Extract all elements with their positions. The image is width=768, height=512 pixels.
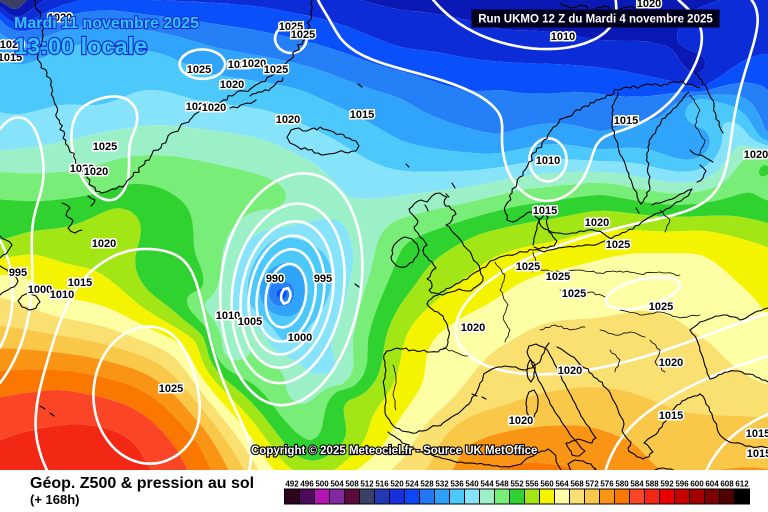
svg-text:1020: 1020: [461, 322, 485, 334]
svg-text:(+ 168h): (+ 168h): [30, 492, 80, 507]
svg-text:Géop. Z500 & pression au sol: Géop. Z500 & pression au sol: [30, 475, 254, 492]
svg-text:548: 548: [495, 480, 509, 489]
svg-text:1025: 1025: [93, 141, 117, 153]
svg-text:528: 528: [420, 480, 434, 489]
svg-text:1000: 1000: [28, 284, 52, 296]
svg-text:600: 600: [690, 480, 704, 489]
svg-text:508: 508: [345, 480, 359, 489]
svg-text:1000: 1000: [288, 332, 312, 344]
svg-text:1020: 1020: [242, 58, 266, 70]
svg-text:496: 496: [300, 480, 314, 489]
svg-text:604: 604: [705, 480, 719, 489]
svg-text:576: 576: [600, 480, 614, 489]
svg-text:524: 524: [405, 480, 419, 489]
svg-text:1010: 1010: [50, 289, 74, 301]
svg-text:540: 540: [465, 480, 479, 489]
svg-text:995: 995: [9, 267, 27, 279]
svg-text:512: 512: [360, 480, 374, 489]
svg-text:1020: 1020: [186, 101, 210, 113]
svg-text:1015: 1015: [659, 410, 683, 422]
svg-text:1015: 1015: [533, 205, 557, 217]
svg-text:990: 990: [266, 273, 284, 285]
svg-text:520: 520: [390, 480, 404, 489]
svg-text:584: 584: [630, 480, 644, 489]
svg-text:552: 552: [510, 480, 524, 489]
svg-text:1020: 1020: [202, 102, 226, 114]
svg-text:580: 580: [615, 480, 629, 489]
svg-text:560: 560: [540, 480, 554, 489]
svg-text:1015: 1015: [68, 277, 92, 289]
svg-text:1025: 1025: [291, 29, 315, 41]
svg-text:Mardi 11 novembre 2025: Mardi 11 novembre 2025: [14, 15, 199, 32]
svg-text:1010: 1010: [551, 31, 575, 43]
svg-text:1025: 1025: [606, 239, 630, 251]
svg-text:536: 536: [450, 480, 464, 489]
svg-text:1020: 1020: [276, 114, 300, 126]
svg-text:500: 500: [315, 480, 329, 489]
svg-text:Copyright © 2025 Meteociel.fr: Copyright © 2025 Meteociel.fr - Source U…: [251, 445, 537, 457]
svg-text:608: 608: [720, 480, 734, 489]
svg-text:1015: 1015: [0, 52, 22, 64]
svg-text:596: 596: [675, 480, 689, 489]
svg-text:1020: 1020: [637, 0, 661, 10]
svg-text:572: 572: [585, 480, 599, 489]
svg-text:556: 556: [525, 480, 539, 489]
svg-text:516: 516: [375, 480, 389, 489]
svg-text:1015: 1015: [350, 109, 374, 121]
svg-text:504: 504: [330, 480, 344, 489]
svg-text:1025: 1025: [546, 271, 570, 283]
svg-text:1025: 1025: [187, 64, 211, 76]
svg-text:1020: 1020: [228, 59, 252, 71]
svg-text:492: 492: [285, 480, 299, 489]
svg-text:564: 564: [555, 480, 569, 489]
svg-text:592: 592: [660, 480, 674, 489]
svg-text:1020: 1020: [48, 12, 72, 24]
svg-text:1025: 1025: [562, 288, 586, 300]
svg-text:1020: 1020: [558, 365, 582, 377]
svg-text:1020: 1020: [659, 357, 683, 369]
svg-text:1025: 1025: [279, 21, 303, 33]
svg-text:1015: 1015: [747, 448, 768, 460]
svg-text:1020: 1020: [585, 217, 609, 229]
svg-text:1025: 1025: [264, 64, 288, 76]
svg-text:995: 995: [314, 273, 332, 285]
svg-text:1010: 1010: [216, 310, 240, 322]
svg-text:1020: 1020: [509, 415, 533, 427]
svg-text:1010: 1010: [536, 155, 560, 167]
svg-text:1005: 1005: [238, 316, 262, 328]
svg-text:Run UKMO 12 Z du Mardi 4 novem: Run UKMO 12 Z du Mardi 4 novembre 2025: [478, 14, 713, 26]
svg-text:1020: 1020: [70, 163, 94, 175]
svg-text:612: 612: [735, 480, 749, 489]
svg-text:532: 532: [435, 480, 449, 489]
svg-text:1020: 1020: [84, 166, 108, 178]
svg-text:1025: 1025: [516, 261, 540, 273]
svg-text:13:00 locale: 13:00 locale: [14, 33, 147, 59]
svg-text:1025: 1025: [649, 301, 673, 313]
svg-text:1020: 1020: [92, 238, 116, 250]
svg-text:568: 568: [570, 480, 584, 489]
svg-text:1015: 1015: [614, 115, 638, 127]
svg-text:1020: 1020: [0, 39, 24, 51]
svg-text:1025: 1025: [159, 383, 183, 395]
svg-text:1020: 1020: [744, 149, 768, 161]
svg-text:544: 544: [480, 480, 494, 489]
svg-text:1015: 1015: [746, 428, 768, 440]
svg-text:1020: 1020: [220, 79, 244, 91]
svg-text:588: 588: [645, 480, 659, 489]
